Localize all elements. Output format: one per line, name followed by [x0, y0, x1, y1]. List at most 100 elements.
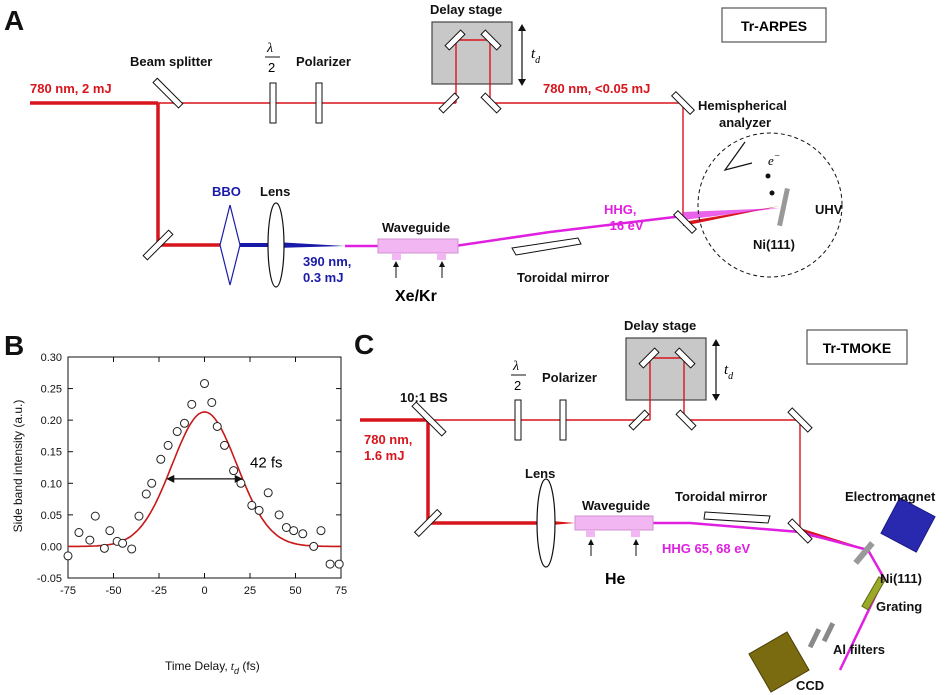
td-label-c: td — [724, 362, 734, 382]
y-tick-label: 0.15 — [41, 447, 62, 459]
panel-label-a: A — [4, 5, 24, 36]
data-point — [212, 421, 222, 431]
gas-inlet-arrows-a — [393, 261, 445, 278]
data-point — [179, 418, 189, 428]
mirror-c-1 — [413, 508, 443, 538]
delay-stage-c: Delay stage td — [624, 318, 734, 401]
x-tick-label: 50 — [289, 585, 301, 597]
data-point — [316, 526, 326, 536]
al-filter-1 — [807, 628, 822, 649]
data-point — [334, 559, 344, 569]
beam-splitter-a — [152, 77, 184, 109]
data-point — [289, 526, 299, 536]
tr-tmoke-title: Tr-TMOKE — [823, 340, 891, 356]
ccd-camera — [748, 631, 810, 693]
polarizer-a — [315, 82, 323, 124]
delay-stage-c-label: Delay stage — [624, 318, 696, 333]
title-box-tr-tmoke: Tr-TMOKE — [806, 329, 908, 365]
waveguide-c-inlet-1 — [586, 530, 595, 537]
delay-mirror-c-4 — [674, 347, 696, 369]
halfwave-num-c: λ — [512, 359, 519, 374]
data-point — [105, 526, 115, 536]
half-wave-plate-a — [269, 82, 277, 124]
halfwave-num-a: λ — [266, 41, 273, 56]
beam-splitter-c — [411, 401, 447, 437]
ni111-label-a: Ni(111) — [753, 237, 795, 252]
panel-label-b: B — [4, 330, 24, 361]
al-filters-label: Al filters — [833, 642, 885, 657]
recombining-mirror-a — [672, 209, 698, 235]
mirror-c-2 — [787, 407, 813, 433]
data-point — [309, 541, 319, 551]
td-label-a: td — [531, 46, 541, 66]
fwhm-arrow-head-left — [166, 474, 175, 483]
waveguide-label-c: Waveguide — [582, 498, 650, 513]
recombining-mirror-c — [787, 518, 813, 544]
lens-c — [536, 478, 556, 568]
grating-label: Grating — [876, 599, 922, 614]
data-point — [220, 440, 230, 450]
waveguide-a-inlet-1 — [392, 253, 401, 260]
probe-beam-label-a: 780 nm, <0.05 mJ — [543, 81, 650, 96]
data-point — [63, 551, 73, 561]
delay-mirror-a-3 — [444, 29, 466, 51]
beam-splitter-label: Beam splitter — [130, 54, 212, 69]
side-band-chart: -75 -50 -25 0 25 50 75 -0.05 0.00 0.05 0.10 0.15 0.2… — [37, 352, 347, 597]
waveguide-a-inlet-2 — [437, 253, 446, 260]
delay-mirror-a-2 — [480, 92, 502, 114]
gas-label-c: He — [605, 571, 626, 588]
data-point — [254, 505, 264, 515]
analyzer-label-1: Hemispherical — [698, 98, 787, 113]
waveguide-c-inlet-2 — [631, 530, 640, 537]
polarizer-label-a: Polarizer — [296, 54, 351, 69]
lens-label-c: Lens — [525, 466, 555, 481]
toroidal-mirror-a — [511, 237, 582, 256]
data-point — [74, 528, 84, 538]
delay-mirror-c-1 — [628, 409, 650, 431]
bbo-label: BBO — [212, 184, 241, 199]
electromagnet-label: Electromagnet — [845, 489, 936, 504]
data-point — [207, 397, 217, 407]
ccd-label: CCD — [796, 678, 824, 693]
bs-label-c: 10:1 BS — [400, 390, 448, 405]
half-wave-plate-c — [514, 399, 522, 441]
al-filter-2 — [821, 622, 836, 643]
x-tick-label: -25 — [151, 585, 167, 597]
waveguide-a — [377, 238, 459, 254]
data-point — [163, 440, 173, 450]
bbo-crystal — [219, 204, 241, 286]
waveguide-label-a: Waveguide — [382, 220, 450, 235]
gas-label-a: Xe/Kr — [395, 288, 437, 305]
hhg-label-a-2: ~16 eV — [602, 218, 644, 233]
blue-beam-a — [230, 242, 345, 248]
blue-beam-label-1: 390 nm, — [303, 254, 351, 269]
data-point — [274, 510, 284, 520]
analyzer-entrance — [723, 141, 753, 171]
waveguide-c — [574, 515, 654, 531]
y-tick-label: 0.05 — [41, 510, 62, 522]
halfwave-den-a: 2 — [268, 60, 275, 75]
delay-stage-a-label: Delay stage — [430, 2, 502, 17]
x-tick-label: -75 — [60, 585, 76, 597]
data-point — [118, 538, 128, 548]
data-point — [172, 427, 182, 437]
lens-label-a: Lens — [260, 184, 290, 199]
x-tick-label: -50 — [106, 585, 122, 597]
chart-xlabel: Time Delay, td (fs) — [165, 659, 260, 676]
hhg-label-c: HHG 65, 68 eV — [662, 541, 750, 556]
data-point — [281, 522, 291, 532]
delay-mirror-a-4 — [480, 29, 502, 51]
fwhm-arrow-head-right — [234, 474, 243, 483]
uhv-chamber — [697, 132, 843, 278]
y-tick-label: 0.25 — [41, 384, 62, 396]
hhg-label-a-1: HHG, — [604, 202, 637, 217]
data-point — [200, 379, 209, 389]
data-point — [263, 488, 273, 498]
data-point — [90, 511, 100, 521]
data-point — [229, 466, 239, 476]
ni111-sample-a — [777, 187, 790, 227]
data-point — [147, 478, 157, 488]
ni111-label-c: Ni(111) — [880, 571, 922, 586]
x-tick-label: 25 — [244, 585, 256, 597]
